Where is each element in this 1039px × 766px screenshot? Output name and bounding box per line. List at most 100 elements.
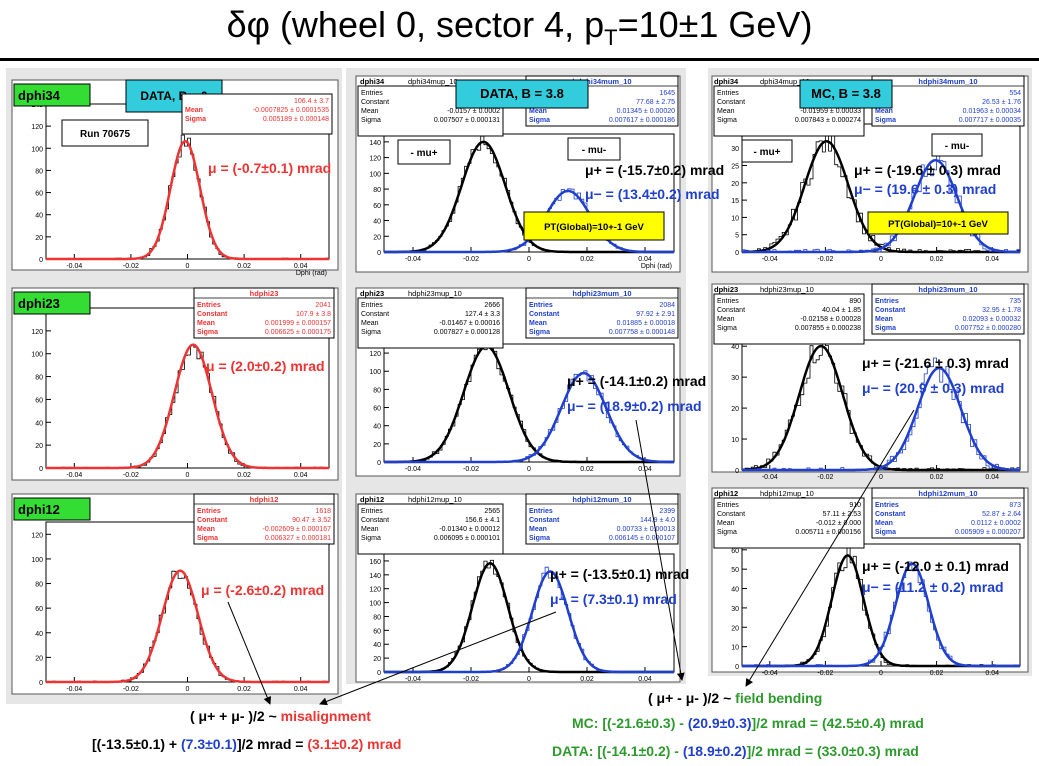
stat-box-frame [525, 493, 679, 545]
y-tick-label: 30 [731, 375, 739, 382]
misalign-pre: ( μ+ + μ- )/2 ~ [190, 708, 281, 724]
y-tick-label: 120 [369, 351, 381, 358]
x-tick-label: 0 [527, 256, 531, 263]
stat-row-value: 0.005711 ± 0.000156 [795, 529, 861, 536]
stat-row-value: 0.001999 ± 0.000157 [265, 320, 331, 327]
tag-label: dphi23 [18, 296, 60, 311]
stat-box-frame [193, 493, 335, 545]
stat-row-value: 77.68 ± 2.75 [636, 99, 675, 106]
stat-row-label: Constant [197, 517, 228, 524]
stat-box-title: hdphi12 [250, 495, 279, 504]
stat-box-minus: hdphi23mum_10 Entries 2084 Constant 97.92 ± … [525, 287, 679, 339]
stat-box-frame [713, 293, 865, 345]
stat-box-minus: hdphi23mum_10 Entries 735 Constant 32.95 ± 1… [871, 283, 1025, 335]
y-tick-label: 20 [35, 655, 43, 662]
y-tick-label: 60 [373, 406, 381, 413]
hist-name-plus: dphi34mup_10 [408, 77, 458, 86]
stat-row-value: -0.02158 ± 0.00028 [800, 316, 861, 323]
pt-box-bg [523, 211, 665, 241]
y-tick-label: 120 [369, 587, 381, 594]
stat-row-label: Sigma [529, 329, 550, 336]
y-tick-label: 100 [369, 171, 381, 178]
stat-row-label: Entries [717, 298, 739, 305]
stat-row-label: Entries [529, 508, 553, 515]
y-tick-label: 15 [731, 198, 739, 205]
stat-row-label: Mean [529, 108, 547, 115]
stat-row-label: Mean [717, 316, 735, 323]
stat-row-value: -0.002609 ± 0.000167 [263, 526, 332, 533]
y-tick-label: 60 [731, 548, 739, 555]
stat-box-minus: hdphi12mum_10 Entries 2399 Constant 144.9 ± … [525, 493, 679, 545]
center-panel-1: 0 20 40 60 80 100 120 140 -0.04 -0.02 0 0.02 0.04Dph… [355, 75, 681, 273]
stat-row-label: Constant [529, 311, 560, 318]
data-box-bg [455, 79, 589, 109]
stat-row-value: 156.6 ± 4.1 [465, 517, 500, 524]
hist-name-plus: dphi34mup_10 [760, 77, 810, 86]
stat-row-value: 0.006145 ± 0.000107 [609, 535, 675, 542]
stat-row-value: 26.53 ± 1.76 [982, 99, 1021, 106]
stat-row-label: Mean [185, 107, 203, 114]
stat-row-label: Mean [529, 320, 547, 327]
stat-row-value: 890 [849, 298, 861, 305]
stat-box-minus: hdphi12mum_10 Entries 873 Constant 52.87 ± 2… [871, 487, 1025, 539]
x-tick-label: -0.04 [762, 474, 778, 481]
x-tick-label: -0.04 [762, 670, 778, 677]
label-mu-minus-bg [567, 137, 621, 161]
tag-label: dphi23 [360, 289, 384, 298]
y-tick-label: 30 [731, 606, 739, 613]
center-panel-3: 0 20 40 60 80 100 120 140 160 -0.04 -0.02 0 0.02 0.04… [355, 493, 681, 683]
y-tick-label: 0 [377, 670, 381, 677]
y-tick-label: 40 [373, 424, 381, 431]
x-tick-label: 0.02 [237, 686, 251, 693]
y-tick-label: 0 [735, 250, 739, 257]
x-tick-label: 0 [527, 466, 531, 473]
x-tick-label: 0 [186, 472, 190, 479]
y-tick-label: 120 [31, 532, 43, 539]
y-tick-label: 40 [373, 642, 381, 649]
y-tick-label: 60 [373, 203, 381, 210]
stat-row-label: Constant [197, 311, 228, 318]
stat-box-title: hdphi12mum_10 [572, 495, 631, 504]
x-axis-label: Dphi (rad) [296, 270, 327, 277]
histogram-series-1 [742, 126, 1020, 253]
stat-row-label: Constant [717, 307, 745, 314]
tag-label: dphi12 [18, 502, 60, 517]
stat-row-value: 0.007827 ± 0.000128 [434, 329, 500, 336]
center-panel-2: 020406080100120-0.04-0.0200.020.04dphi23… [355, 287, 681, 477]
run-box-bg [61, 119, 149, 147]
stat-row-value: -0.01467 ± 0.00016 [439, 320, 500, 327]
bending-word: field bending [735, 690, 823, 706]
data-eq-a: DATA: [(-14.1±0.2) - [552, 743, 683, 759]
stat-row-label: Sigma [529, 535, 550, 542]
stat-box-plus: Entries 890 Constant 40.04 ± 1.85 Mean -0.021… [713, 293, 865, 345]
stat-row-value: -0.0157 ± 0.0002 [447, 108, 500, 115]
stat-row-label: Mean [197, 320, 215, 327]
fit-curve-series-1 [46, 343, 329, 470]
stat-row-label: Entries [875, 298, 899, 305]
stat-row-label: Mean [717, 108, 735, 115]
tag-label-bg [13, 291, 91, 315]
stat-row-value: 1618 [315, 508, 331, 515]
stat-row-value: 0.006327 ± 0.000181 [265, 535, 331, 542]
fit-curve-series-1 [46, 140, 329, 261]
x-tick-label: -0.02 [817, 256, 833, 263]
y-tick-label: 120 [31, 124, 43, 131]
y-tick-label: 80 [35, 582, 43, 589]
arrow-4 [745, 409, 915, 687]
stat-box-title: hdphi23mum_10 [572, 289, 631, 298]
stat-row-value: -0.012 ± 0.000 [816, 520, 861, 527]
y-tick-label: 0 [377, 250, 381, 257]
mup-center-1: μ+ = (-15.7±0.2) mrad [585, 162, 725, 178]
arrow-3 [635, 419, 685, 681]
page-title: δφ (wheel 0, sector 4, pT=10±1 GeV) [0, 4, 1039, 51]
right-panel-3: 0 10 20 30 40 50 60 -0.04 -0.02 0 0.02 0.04 dphi12 hd… [711, 487, 1029, 677]
y-tick-label: 80 [35, 168, 43, 175]
stat-box-frame [871, 487, 1025, 539]
misalignment-formula: ( μ+ + μ- )/2 ~ misalignment [190, 708, 371, 724]
mu-left-2: μ = (2.0±0.2) mrad [206, 358, 325, 374]
stat-row-label: Constant [361, 99, 389, 106]
stat-row-value: 0.01345 ± 0.00020 [617, 108, 675, 115]
fit-curve-series-1 [46, 569, 329, 684]
x-tick-label: 0.02 [580, 466, 594, 473]
